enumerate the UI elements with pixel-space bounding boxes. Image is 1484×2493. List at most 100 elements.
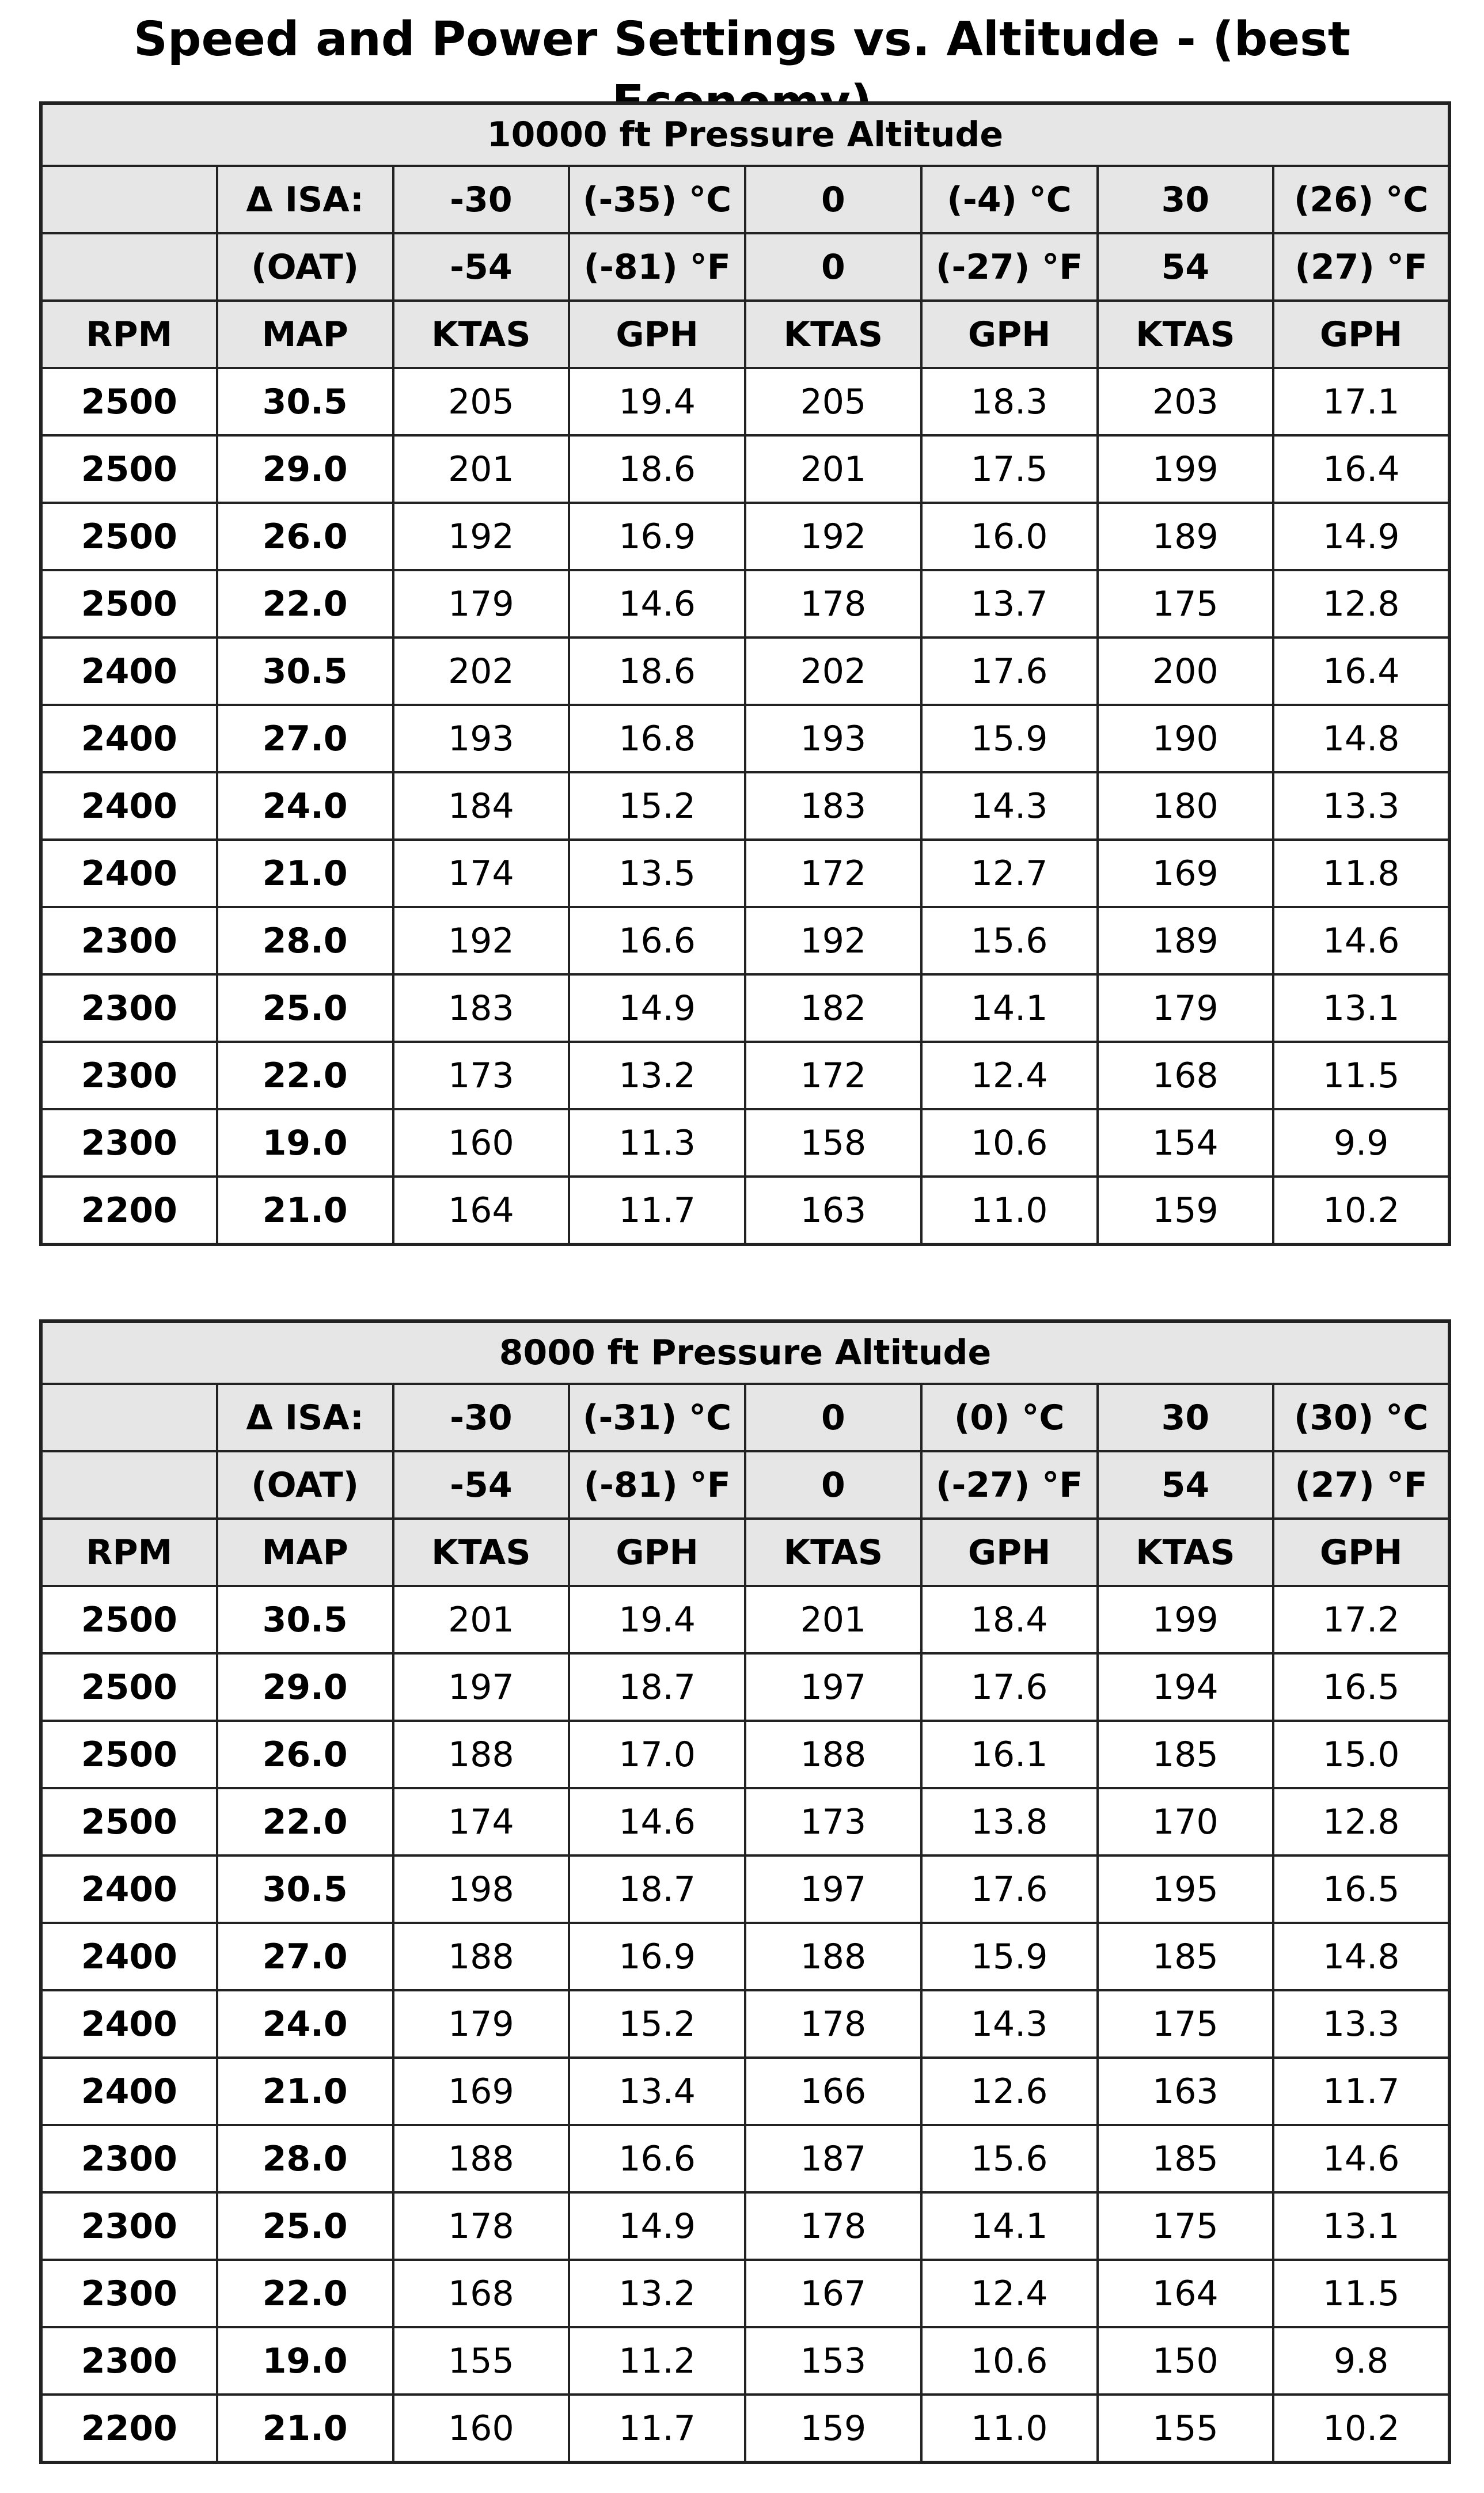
value-cell: 164 — [392, 1175, 571, 1246]
header-cell: KTAS — [744, 1517, 923, 1587]
map-cell: 27.0 — [215, 1922, 394, 1991]
value-cell: 16.5 — [1272, 1854, 1451, 1924]
header-cell: (-31) °C — [568, 1383, 746, 1452]
value-cell: 188 — [744, 1922, 923, 1991]
value-cell: 14.1 — [920, 2191, 1099, 2261]
header-cell: 30 — [1096, 1383, 1275, 1452]
table-row: 2500 26.0 192 16.9 192 16.0 189 14.9 — [40, 502, 1451, 571]
value-cell: 14.9 — [1272, 502, 1451, 571]
value-cell: 159 — [744, 2393, 923, 2464]
value-cell: 193 — [392, 704, 571, 773]
value-cell: 167 — [744, 2259, 923, 2328]
delta-isa-row: Δ ISA: -30 (-35) °C 0 (-4) °C 30 (26) °C — [40, 165, 1451, 234]
value-cell: 13.2 — [568, 2259, 746, 2328]
table-row: 2300 28.0 188 16.6 187 15.6 185 14.6 — [40, 2124, 1451, 2194]
rpm-cell: 2300 — [40, 973, 218, 1043]
value-cell: 11.7 — [568, 2393, 746, 2464]
map-cell: 21.0 — [215, 2056, 394, 2126]
value-cell: 11.2 — [568, 2326, 746, 2396]
map-cell: 26.0 — [215, 1720, 394, 1789]
rpm-cell: 2300 — [40, 2124, 218, 2194]
table-row: 2400 24.0 179 15.2 178 14.3 175 13.3 — [40, 1989, 1451, 2059]
value-cell: 178 — [392, 2191, 571, 2261]
rpm-cell: 2500 — [40, 502, 218, 571]
table-row: 2300 19.0 155 11.2 153 10.6 150 9.8 — [40, 2326, 1451, 2396]
value-cell: 12.7 — [920, 838, 1099, 908]
value-cell: 168 — [392, 2259, 571, 2328]
delta-isa-row: Δ ISA: -30 (-31) °C 0 (0) °C 30 (30) °C — [40, 1383, 1451, 1452]
table-row: 2200 21.0 164 11.7 163 11.0 159 10.2 — [40, 1175, 1451, 1246]
value-cell: 178 — [744, 2191, 923, 2261]
value-cell: 195 — [1096, 1854, 1275, 1924]
value-cell: 16.4 — [1272, 434, 1451, 504]
value-cell: 11.7 — [568, 1175, 746, 1246]
header-cell: GPH — [568, 1517, 746, 1587]
value-cell: 14.6 — [1272, 2124, 1451, 2194]
value-cell: 201 — [744, 1585, 923, 1655]
value-cell: 178 — [744, 569, 923, 639]
value-cell: 16.9 — [568, 502, 746, 571]
value-cell: 199 — [1096, 434, 1275, 504]
value-cell: 17.2 — [1272, 1585, 1451, 1655]
header-cell: (OAT) — [215, 1450, 394, 1520]
value-cell: 164 — [1096, 2259, 1275, 2328]
value-cell: 179 — [392, 569, 571, 639]
value-cell: 198 — [392, 1854, 571, 1924]
value-cell: 16.8 — [568, 704, 746, 773]
value-cell: 13.5 — [568, 838, 746, 908]
map-cell: 21.0 — [215, 838, 394, 908]
table-row: 2300 22.0 173 13.2 172 12.4 168 11.5 — [40, 1041, 1451, 1110]
value-cell: 179 — [1096, 973, 1275, 1043]
table-row: 2500 29.0 201 18.6 201 17.5 199 16.4 — [40, 434, 1451, 504]
value-cell: 188 — [392, 1922, 571, 1991]
value-cell: 14.6 — [1272, 906, 1451, 976]
value-cell: 18.7 — [568, 1854, 746, 1924]
value-cell: 13.3 — [1272, 1989, 1451, 2059]
value-cell: 10.2 — [1272, 1175, 1451, 1246]
value-cell: 16.0 — [920, 502, 1099, 571]
map-cell: 28.0 — [215, 2124, 394, 2194]
rpm-cell: 2500 — [40, 434, 218, 504]
header-cell: Δ ISA: — [215, 1383, 394, 1452]
table-caption: 10000 ft Pressure Altitude — [40, 102, 1451, 167]
table-row: 2500 22.0 174 14.6 173 13.8 170 12.8 — [40, 1787, 1451, 1857]
table-row: 2300 19.0 160 11.3 158 10.6 154 9.9 — [40, 1108, 1451, 1178]
table-caption: 8000 ft Pressure Altitude — [40, 1320, 1451, 1385]
header-cell: (27) °F — [1272, 232, 1451, 302]
rpm-cell: 2400 — [40, 838, 218, 908]
map-cell: 22.0 — [215, 1041, 394, 1110]
rpm-cell: 2400 — [40, 771, 218, 841]
value-cell: 14.3 — [920, 1989, 1099, 2059]
table-row: 2400 30.5 202 18.6 202 17.6 200 16.4 — [40, 636, 1451, 706]
map-cell: 22.0 — [215, 569, 394, 639]
oat-row: (OAT) -54 (-81) °F 0 (-27) °F 54 (27) °F — [40, 1450, 1451, 1520]
table-row: 2500 30.5 205 19.4 205 18.3 203 17.1 — [40, 367, 1451, 437]
header-cell: GPH — [920, 299, 1099, 369]
value-cell: 179 — [392, 1989, 571, 2059]
value-cell: 174 — [392, 1787, 571, 1857]
rpm-cell: 2300 — [40, 1108, 218, 1178]
value-cell: 15.0 — [1272, 1720, 1451, 1789]
table-row: 2300 28.0 192 16.6 192 15.6 189 14.6 — [40, 906, 1451, 976]
rpm-cell: 2500 — [40, 1720, 218, 1789]
value-cell: 175 — [1096, 569, 1275, 639]
value-cell: 12.6 — [920, 2056, 1099, 2126]
value-cell: 10.6 — [920, 1108, 1099, 1178]
value-cell: 14.8 — [1272, 704, 1451, 773]
rpm-cell: 2300 — [40, 2326, 218, 2396]
value-cell: 11.5 — [1272, 2259, 1451, 2328]
value-cell: 13.1 — [1272, 973, 1451, 1043]
value-cell: 197 — [744, 1652, 923, 1722]
oat-row: (OAT) -54 (-81) °F 0 (-27) °F 54 (27) °F — [40, 232, 1451, 302]
rpm-cell: 2200 — [40, 1175, 218, 1246]
rpm-cell: 2500 — [40, 569, 218, 639]
value-cell: 13.7 — [920, 569, 1099, 639]
map-cell: 26.0 — [215, 502, 394, 571]
value-cell: 160 — [392, 1108, 571, 1178]
value-cell: 173 — [392, 1041, 571, 1110]
value-cell: 10.6 — [920, 2326, 1099, 2396]
value-cell: 14.3 — [920, 771, 1099, 841]
value-cell: 11.0 — [920, 1175, 1099, 1246]
value-cell: 201 — [744, 434, 923, 504]
value-cell: 153 — [744, 2326, 923, 2396]
